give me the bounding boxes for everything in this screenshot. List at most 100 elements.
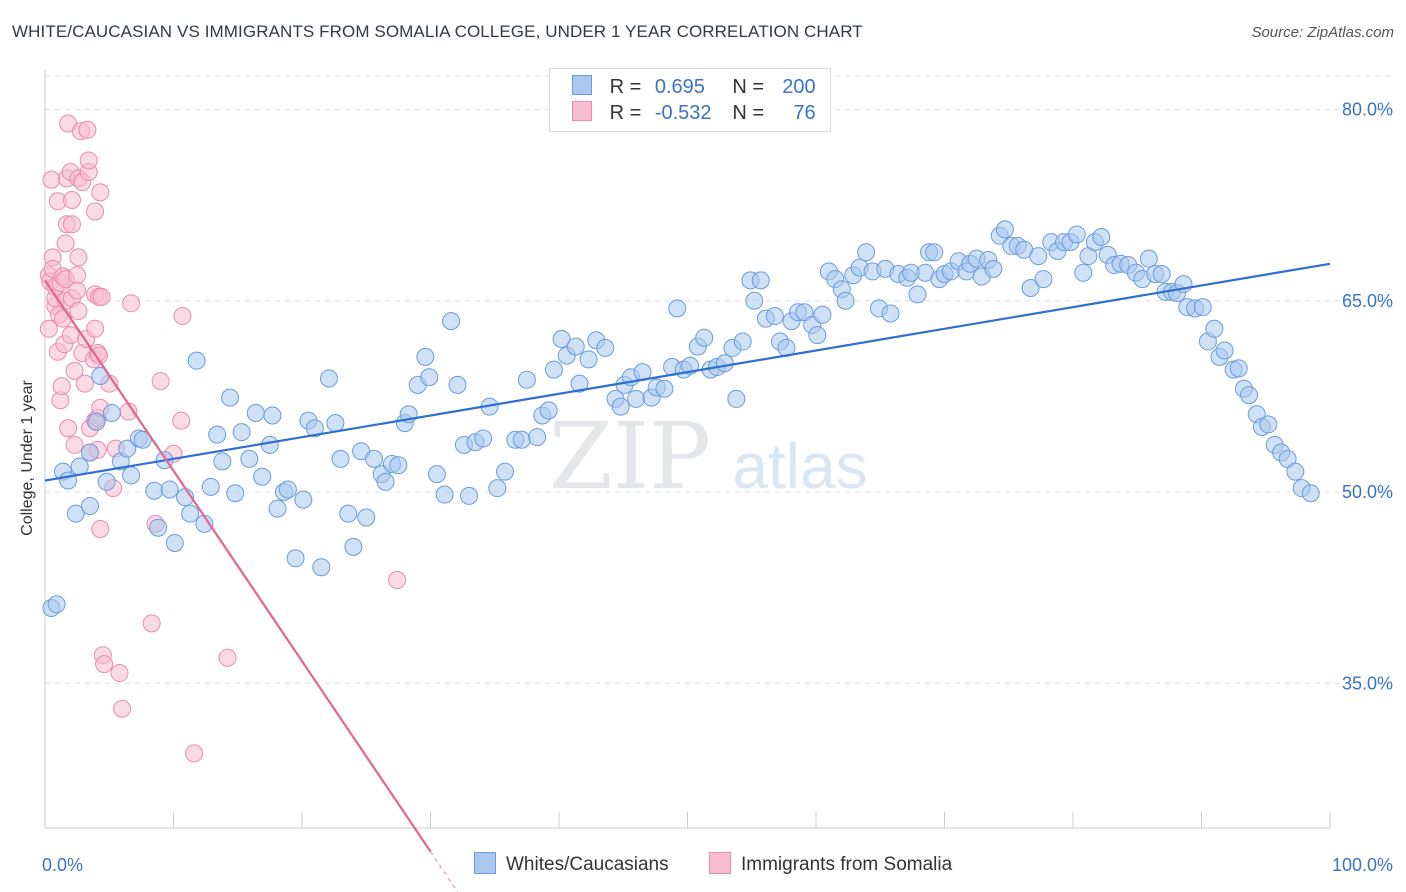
whites-point (984, 259, 1003, 278)
somalia-point (68, 266, 87, 285)
y-tick-label: 35.0% (1342, 673, 1393, 693)
whites-point (268, 499, 287, 518)
whites-point (733, 332, 752, 351)
whites-point (1205, 319, 1224, 338)
y-axis-label: College, Under 1 year (19, 380, 36, 536)
somalia-point (86, 202, 105, 221)
somalia-point (113, 699, 132, 718)
somalia-trend-line (44, 279, 432, 853)
y-tick-labels: 35.0% 50.0% 65.0% 80.0% (1342, 100, 1393, 694)
somalia-point (142, 614, 161, 633)
bottom-legend-whites: Whites/Caucasians (474, 852, 669, 876)
somalia-point (62, 191, 81, 210)
whites-point (187, 351, 206, 370)
whites-point (908, 285, 927, 304)
somalia-point (218, 648, 237, 667)
whites-point (80, 443, 99, 462)
legend-n-label: N = (732, 102, 765, 124)
watermark: ZIP atlas (549, 403, 868, 510)
whites-point (319, 369, 338, 388)
somalia-point (86, 319, 105, 338)
whites-point (133, 430, 152, 449)
somalia-point (89, 346, 108, 365)
whites-point (80, 497, 99, 516)
whites-point (1301, 484, 1320, 503)
somalia-point (388, 570, 407, 589)
y-tick-label: 80.0% (1342, 100, 1393, 120)
x-tick-label-min: 0.0% (42, 855, 83, 875)
whites-point (118, 439, 137, 458)
whites-point (566, 337, 585, 356)
whites-point (925, 243, 944, 262)
whites-point (181, 504, 200, 523)
trend-lines (44, 262, 1331, 892)
whites-point (294, 490, 313, 509)
whites-point (512, 430, 531, 449)
whites-point (122, 466, 141, 485)
somalia-point (65, 361, 84, 380)
y-tick-label: 50.0% (1342, 482, 1393, 502)
whites-point (1259, 415, 1278, 434)
somalia-point (173, 307, 192, 326)
whites-point (165, 534, 184, 552)
somalia-point (53, 309, 72, 328)
whites-point (552, 330, 571, 348)
whites-point (66, 504, 85, 523)
whites-point (145, 481, 164, 500)
whites-point (655, 379, 674, 398)
legend-swatch-blue (572, 75, 592, 95)
source-credit: Source: ZipAtlas.com (1251, 24, 1394, 41)
whites-point (87, 412, 106, 431)
legend-row-somalia: R = -0.532 N = 76 (572, 101, 816, 125)
whites-point (745, 291, 764, 310)
whites-point (813, 305, 832, 324)
whites-point (496, 462, 515, 481)
somalia-point (59, 419, 78, 438)
somalia-point (69, 248, 88, 267)
somalia-point (75, 374, 94, 393)
whites-point (611, 397, 630, 416)
somalia-point (122, 294, 141, 313)
whites-point (312, 558, 331, 577)
whites-point (695, 328, 714, 347)
whites-point (149, 518, 168, 537)
somalia-point (78, 120, 97, 139)
whites-point (1021, 279, 1040, 297)
whites-point (448, 375, 467, 394)
axes (44, 70, 1331, 829)
chart-title: WHITE/CAUCASIAN VS IMMIGRANTS FROM SOMAL… (12, 22, 863, 41)
whites-point (881, 304, 900, 323)
whites-point (528, 428, 547, 447)
whites-point (1067, 225, 1086, 244)
whites-point (857, 243, 876, 262)
whites-point (1229, 359, 1248, 378)
whites-point (1286, 462, 1305, 481)
bottom-legend-whites-label: Whites/Caucasians (506, 854, 669, 875)
legend-r-value: 0.695 (654, 76, 705, 98)
whites-point (246, 403, 265, 422)
whites-point (1029, 247, 1048, 266)
whites-point (836, 291, 855, 310)
whites-point (570, 374, 589, 393)
whites-point (278, 480, 297, 499)
whites-point (389, 456, 408, 475)
whites-point (579, 350, 598, 369)
whites-point (97, 472, 116, 491)
whites-point (253, 467, 272, 486)
whites-point (208, 425, 227, 444)
whites-point (240, 449, 259, 468)
whites-point (47, 595, 66, 614)
somalia-trend-extension (429, 851, 459, 892)
somalia-point (92, 287, 111, 306)
somalia-point (79, 151, 98, 170)
whites-point (326, 414, 345, 433)
whites-point (596, 338, 615, 357)
whites-point (420, 368, 439, 387)
somalia-point (61, 326, 80, 345)
whites-point (1193, 298, 1212, 317)
somalia-point (65, 435, 84, 454)
somalia-point (56, 234, 75, 253)
whites-point (517, 370, 536, 389)
whites-point (808, 326, 827, 345)
